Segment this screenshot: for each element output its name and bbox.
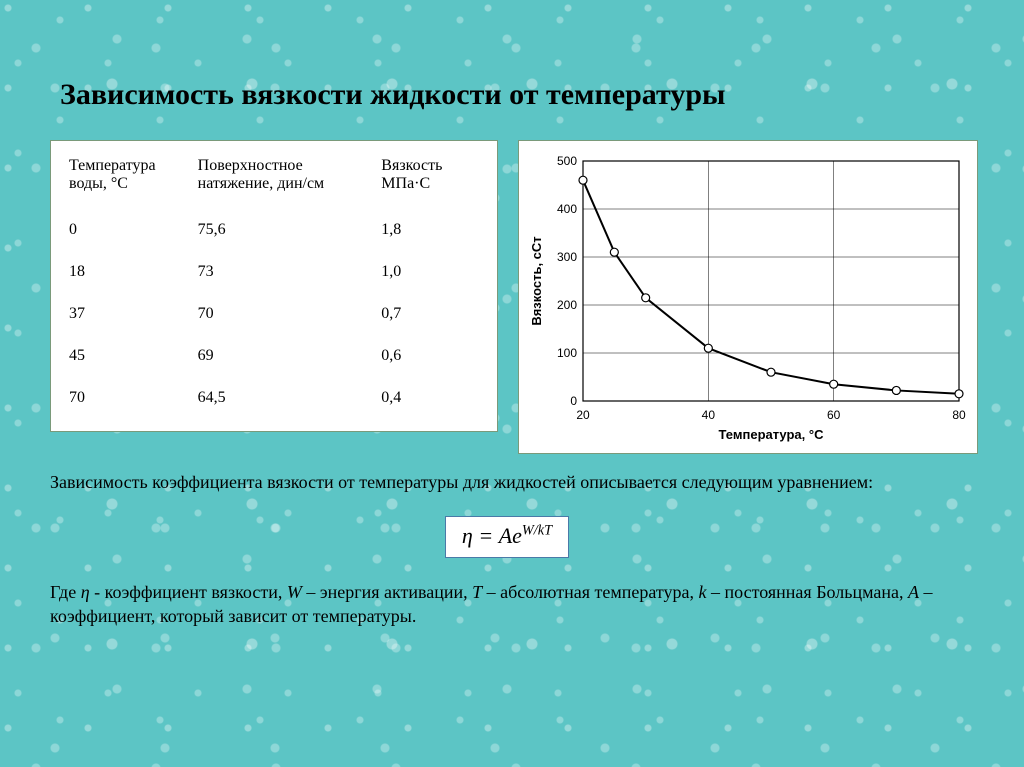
txt: Где [50,582,81,602]
cell: 70 [69,377,198,419]
formula-exponent: W/kT [522,523,552,539]
svg-text:200: 200 [557,298,577,312]
data-table-panel: Температура воды, °С Поверхностное натяж… [50,140,498,432]
description-block: Зависимость коэффициента вязкости от тем… [50,470,964,629]
viscosity-table: Температура воды, °С Поверхностное натяж… [69,153,479,419]
cell: 45 [69,335,198,377]
viscosity-formula: η = AeW/kT [445,516,569,558]
txt: – абсолютная температура, [482,582,698,602]
svg-text:40: 40 [702,408,716,422]
txt: – энергия активации, [302,582,472,602]
formula-equals: = [478,523,498,548]
col-header-viscosity: Вязкость МПа·С [381,153,479,209]
svg-text:100: 100 [557,346,577,360]
cell: 0,6 [381,335,479,377]
svg-text:0: 0 [570,394,577,408]
var-w: W [287,582,302,602]
cell: 1,8 [381,209,479,251]
col-header-temperature: Температура воды, °С [69,153,198,209]
cell: 37 [69,293,198,335]
content-row: Температура воды, °С Поверхностное натяж… [50,140,994,454]
txt: - коэффициент вязкости, [90,582,287,602]
svg-text:500: 500 [557,154,577,168]
formula-container: η = AeW/kT [50,516,964,558]
svg-text:400: 400 [557,202,577,216]
svg-text:80: 80 [952,408,966,422]
cell: 64,5 [198,377,382,419]
var-eta: η [81,582,90,602]
caption-variable-definitions: Где η - коэффициент вязкости, W – энерги… [50,580,964,629]
viscosity-chart-panel: 0 100 200 300 400 500 20 40 60 80 Температура, °С В… [518,140,978,454]
cell: 70 [198,293,382,335]
cell: 73 [198,251,382,293]
col-header-tension: Поверхностное натяжение, дин/см [198,153,382,209]
table-row: 70 64,5 0,4 [69,377,479,419]
formula-lhs: η [462,523,473,548]
svg-text:Температура, °С: Температура, °С [719,427,825,442]
cell: 75,6 [198,209,382,251]
svg-text:60: 60 [827,408,841,422]
table-row: 0 75,6 1,8 [69,209,479,251]
cell: 18 [69,251,198,293]
table-row: 37 70 0,7 [69,293,479,335]
svg-text:300: 300 [557,250,577,264]
table-row: 18 73 1,0 [69,251,479,293]
svg-text:Вязкость, сСт: Вязкость, сСт [529,236,544,325]
cell: 0,4 [381,377,479,419]
table-row: 45 69 0,6 [69,335,479,377]
var-a: A [908,582,919,602]
txt: – постоянная Больцмана, [707,582,908,602]
var-k: k [699,582,707,602]
viscosity-chart: 0 100 200 300 400 500 20 40 60 80 Температура, °С В… [525,147,973,447]
cell: 0 [69,209,198,251]
cell: 0,7 [381,293,479,335]
caption-equation-intro: Зависимость коэффициента вязкости от тем… [50,470,964,494]
slide-title: Зависимость вязкости жидкости от темпера… [60,78,725,112]
var-t: T [472,582,482,602]
cell: 1,0 [381,251,479,293]
svg-text:20: 20 [576,408,590,422]
formula-rhs-base: Ae [499,523,522,548]
cell: 69 [198,335,382,377]
